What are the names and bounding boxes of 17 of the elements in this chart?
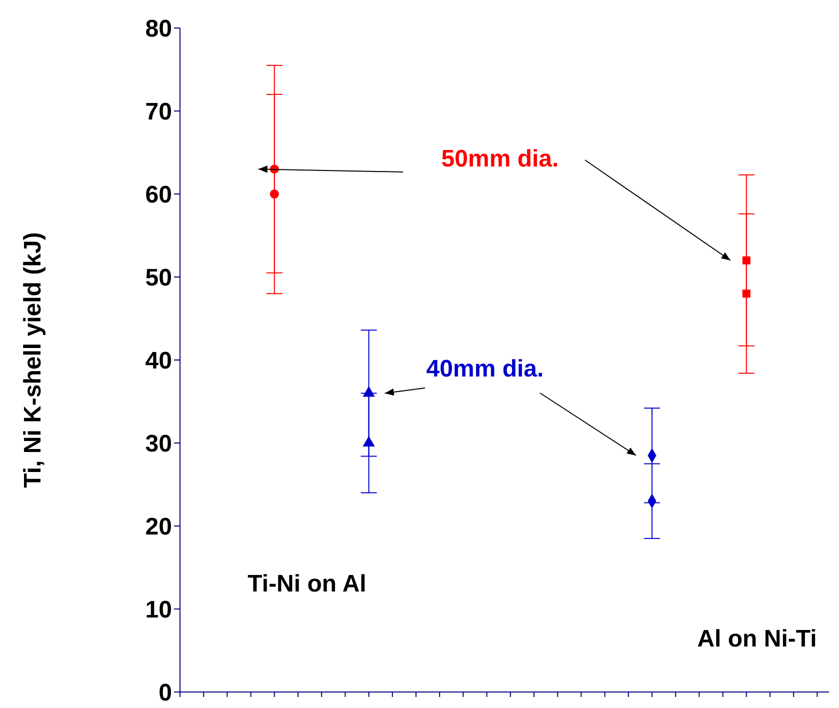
y-tick-label: 20 [145, 514, 172, 541]
point [270, 189, 279, 199]
y-axis-title: Ti, Ni K-shell yield (kJ) [20, 232, 47, 488]
y-tick-label: 0 [158, 680, 172, 707]
point [742, 290, 750, 298]
annotation: Al on Ni-Ti [697, 625, 817, 652]
annotation: 50mm dia. [441, 145, 559, 172]
y-tick-label: 40 [145, 348, 172, 375]
y-tick-label: 60 [145, 182, 172, 209]
y-tick-label: 10 [145, 596, 172, 624]
point [742, 256, 750, 264]
annotation: Ti-Ni on Al [248, 570, 366, 598]
y-tick-label: 50 [145, 264, 172, 292]
y-tick-label: 80 [145, 16, 172, 43]
y-tick-label: 30 [145, 430, 172, 458]
y-tick-label: 70 [145, 98, 172, 126]
annotation: 40mm dia. [426, 355, 544, 382]
